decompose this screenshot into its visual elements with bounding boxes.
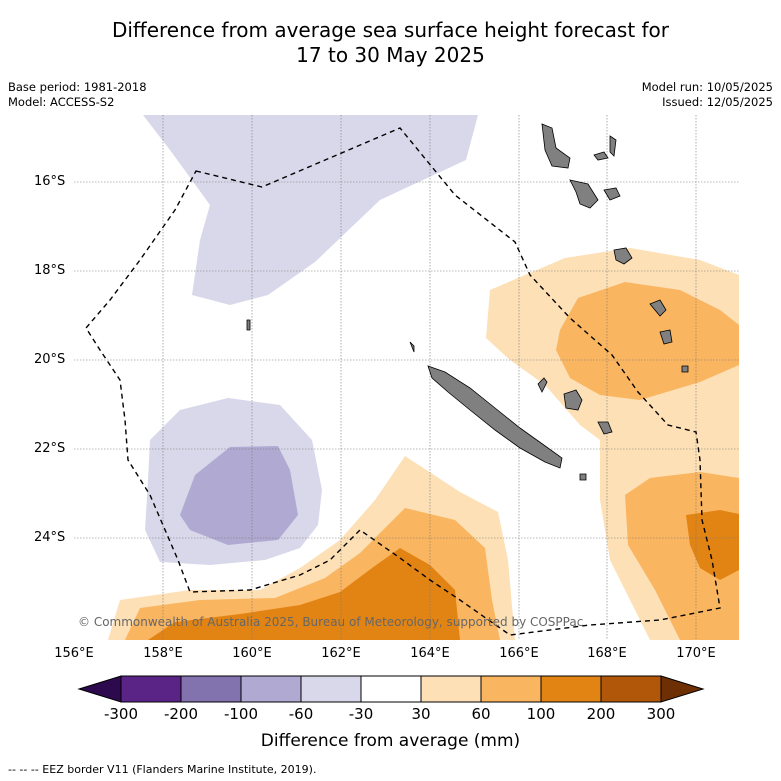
colorbar-tick: -200 <box>163 705 199 723</box>
lon-label-160e: 160°E <box>232 646 272 661</box>
colorbar-tick: 300 <box>646 705 676 723</box>
lon-label-156e: 156°E <box>54 646 94 661</box>
colorbar-tick: 100 <box>526 705 556 723</box>
colorbar-tick: -100 <box>223 705 259 723</box>
vanuatu-malekula <box>569 179 599 209</box>
anomaly-pos-high-southeast <box>686 510 739 580</box>
island-small-west <box>246 319 251 331</box>
colorbar-extend-low <box>77 675 122 703</box>
model-run: Model run: 10/05/2025 <box>641 80 773 94</box>
lat-label-22s: 22°S <box>34 441 66 456</box>
island-19s <box>659 329 673 345</box>
anomaly-neg-light-north <box>143 115 478 305</box>
island-small-south <box>579 473 587 481</box>
land <box>246 123 689 481</box>
map-area: © Commonwealth of Australia 2025, Bureau… <box>74 115 739 640</box>
colorbar-seg-5 <box>360 675 422 703</box>
colorbar-tick: -300 <box>103 705 139 723</box>
colorbar-seg-1 <box>120 675 182 703</box>
vanuatu-efate <box>603 187 621 201</box>
model-name: Model: ACCESS-S2 <box>8 95 115 109</box>
lon-label-162e: 162°E <box>321 646 361 661</box>
vanuatu-erromango <box>613 247 633 265</box>
meta-right: Model run: 10/05/2025 Issued: 12/05/2025 <box>642 80 773 110</box>
colorbar-seg-2 <box>180 675 242 703</box>
colorbar-seg-9 <box>600 675 662 703</box>
lat-label-16s: 16°S <box>34 174 66 189</box>
meta-left: Base period: 1981-2018 Model: ACCESS-S2 <box>8 80 147 110</box>
colorbar-seg-6 <box>420 675 482 703</box>
title-line-2: 17 to 30 May 2025 <box>296 43 485 67</box>
colorbar-seg-4 <box>300 675 362 703</box>
colorbar-tick: 60 <box>471 705 491 723</box>
map-title: Difference from average sea surface heig… <box>0 18 781 68</box>
title-line-1: Difference from average sea surface heig… <box>111 18 670 42</box>
colorbar-seg-7 <box>480 675 542 703</box>
island-18s <box>649 299 667 317</box>
lon-label-170e: 170°E <box>676 646 716 661</box>
lon-label-166e: 166°E <box>499 646 539 661</box>
loyalty-island-mare <box>597 421 613 435</box>
eez-legend-footer: -- -- -- EEZ border V11 (Flanders Marine… <box>8 763 317 776</box>
island-small-central <box>409 341 415 353</box>
island-20s <box>681 365 689 373</box>
loyalty-island-ouvea <box>537 377 548 393</box>
graticule <box>74 115 739 640</box>
colorbar-tick: -30 <box>348 705 374 723</box>
lon-label-168e: 168°E <box>587 646 627 661</box>
issued-date: Issued: 12/05/2025 <box>662 95 773 109</box>
loyalty-island-lifou <box>563 389 583 411</box>
colorbar-extend-high <box>660 675 705 703</box>
colorbar-seg-8 <box>540 675 602 703</box>
new-caledonia-main-island <box>427 365 563 469</box>
lat-label-20s: 20°S <box>34 352 66 367</box>
eez-border <box>85 127 721 636</box>
colorbar <box>77 675 705 703</box>
vanuatu-pentecost <box>609 135 617 157</box>
vanuatu-espiritu-santo <box>541 123 571 169</box>
lon-label-158e: 158°E <box>143 646 183 661</box>
anomaly-pos-mid-east <box>556 282 739 400</box>
colorbar-tick: -60 <box>288 705 314 723</box>
anomaly-pos-high-south <box>148 548 460 640</box>
lat-label-24s: 24°S <box>34 530 66 545</box>
colorbar-tick: 30 <box>411 705 431 723</box>
copyright-text: © Commonwealth of Australia 2025, Bureau… <box>78 615 583 629</box>
colorbar-seg-3 <box>240 675 302 703</box>
lon-label-164e: 164°E <box>410 646 450 661</box>
colorbar-title: Difference from average (mm) <box>260 731 521 751</box>
lat-label-18s: 18°S <box>34 263 66 278</box>
vanuatu-ambae <box>593 151 609 161</box>
anomaly-neg-mid-southwest <box>180 446 298 545</box>
base-period: Base period: 1981-2018 <box>8 80 147 94</box>
colorbar-tick: 200 <box>586 705 616 723</box>
